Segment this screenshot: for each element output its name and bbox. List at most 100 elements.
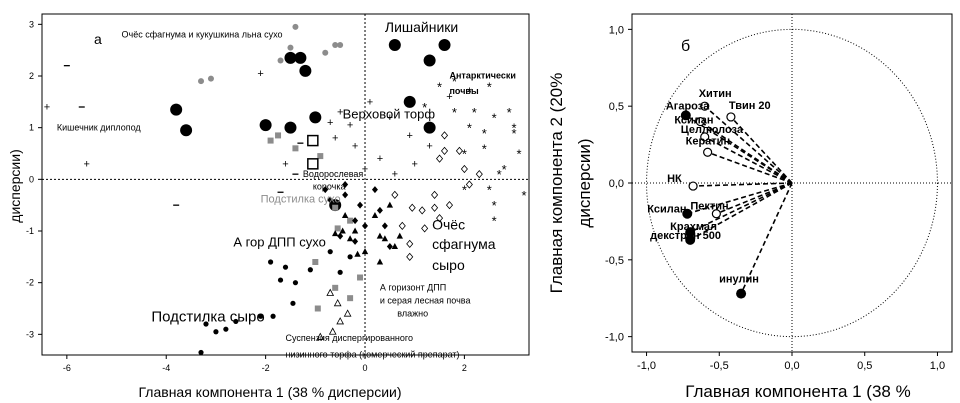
panel-a-y-tick-label: -3	[26, 329, 34, 339]
data-point-open-diamond	[460, 164, 468, 174]
data-point-black-triangle	[346, 235, 354, 242]
panel-a-annotation: Очёс	[432, 216, 465, 232]
data-point-open-diamond	[436, 154, 444, 163]
panel-a-y-tick-label: 3	[29, 19, 34, 29]
data-point-plus: +	[257, 68, 263, 80]
panel-a-x-tick-label: 2	[462, 363, 467, 373]
data-point-grey-circle	[198, 78, 205, 85]
data-point-grey-square	[347, 217, 354, 224]
data-point-grey-circle	[277, 57, 284, 64]
data-point-black-circle-small	[292, 280, 299, 286]
data-point-black-triangle	[376, 258, 384, 265]
data-point-plus: +	[327, 117, 333, 129]
loading-vector	[699, 120, 793, 184]
data-point-black-triangle	[341, 212, 349, 218]
data-point-open-triangle	[336, 317, 345, 325]
data-point-black-diamond	[376, 206, 383, 214]
loading-vector	[704, 105, 793, 184]
data-point-grey-circle	[332, 42, 339, 48]
data-point-asterisk: *	[512, 126, 517, 141]
panel-b-x-tick-label: 0,0	[784, 360, 799, 372]
loading-vector	[707, 151, 793, 184]
panel-a-annotation: Водорослевая	[303, 169, 364, 179]
data-point-black-diamond	[342, 181, 349, 188]
data-point-grey-square	[334, 225, 341, 232]
data-point-grey-circle	[292, 23, 299, 30]
data-point-black-circle-small	[327, 249, 333, 255]
loading-label: Ксилан	[647, 204, 686, 216]
data-point-black-circle-small	[282, 264, 289, 270]
data-point-asterisk: *	[507, 105, 512, 120]
panel-b-ticks: -1,0 -1,0 -0,5 -0,5 0,0 0,0 0,5 0,5 1,0 1,0	[605, 24, 945, 372]
panel-b-y-tick-label: 0,5	[609, 101, 624, 113]
data-point-black-triangle	[381, 235, 389, 242]
data-point-black-triangle	[391, 243, 399, 249]
data-point-black-diamond	[386, 243, 393, 250]
data-point-grey-square	[317, 153, 324, 160]
loading-vector	[730, 116, 793, 184]
data-point-black-circle-large	[284, 51, 297, 64]
data-point-open-diamond	[391, 190, 399, 199]
data-point-black-diamond	[342, 191, 349, 199]
data-point-asterisk: *	[492, 110, 497, 125]
data-point-plus: +	[332, 133, 338, 145]
loading-label: Ксилан	[674, 115, 713, 127]
data-point-black-circle-small	[233, 318, 239, 325]
data-point-asterisk: *	[482, 126, 487, 141]
data-point-black-diamond	[371, 186, 378, 194]
data-point-open-diamond	[408, 203, 416, 212]
panel-a-annotation: корочка	[313, 182, 346, 192]
data-point-open-diamond	[421, 224, 429, 233]
panel-b-y-axis-title-2: дисперсии)	[575, 138, 594, 227]
data-point-black-circle-small	[307, 267, 313, 273]
data-point-open-diamond	[475, 170, 483, 179]
loading-label: Целлюлоза	[681, 124, 744, 136]
panel-a-annotation: сыро	[432, 257, 465, 273]
data-point-plus: +	[377, 153, 383, 165]
loading-vector	[693, 182, 793, 187]
data-point-plus: +	[347, 120, 353, 132]
panel-b-x-tick-label: 1,0	[930, 360, 945, 372]
data-point-plus: +	[44, 102, 50, 114]
data-point-asterisk: *	[487, 79, 492, 94]
data-point-grey-circle	[337, 42, 344, 48]
loading-label: Кератин	[686, 135, 730, 147]
loading-label: Хитин	[699, 88, 732, 100]
panel-b-label: б	[681, 38, 690, 55]
data-point-plus: +	[337, 107, 343, 119]
panel-a-y-tick-label: 1	[29, 123, 34, 133]
panel-a-frame	[41, 13, 530, 356]
data-point-black-circle-large	[423, 54, 436, 67]
panel-b-x-tick-label: 0,5	[857, 360, 872, 372]
data-point-black-triangle	[361, 248, 369, 255]
data-point-black-diamond	[322, 186, 329, 194]
data-point-plus: +	[387, 112, 393, 124]
data-point-open-triangle	[316, 332, 325, 340]
data-point-plus: +	[84, 158, 90, 170]
data-point-open-diamond	[455, 146, 463, 156]
data-point-black-circle-small	[213, 329, 219, 335]
data-point-open-diamond	[406, 239, 414, 249]
data-point-open-diamond	[440, 131, 449, 140]
panel-a-annotation: почвы	[449, 86, 478, 96]
data-point-black-circle-small	[258, 313, 264, 319]
loading-label: НК	[667, 173, 682, 185]
panel-a-x-tick-label: -2	[262, 363, 270, 373]
loading-point-open	[695, 116, 705, 127]
data-point-plus: +	[411, 158, 417, 170]
panel-a-annotation: сфагнума	[432, 236, 496, 252]
panel-b-x-tick-label: -0,5	[710, 360, 729, 372]
panel-a-x-tick-label: 0	[363, 363, 368, 373]
panel-a-annotation: Подстилка сыро	[151, 308, 264, 325]
data-point-grey-circle	[207, 75, 214, 82]
data-point-open-diamond	[465, 180, 473, 189]
data-point-grey-circle	[322, 49, 329, 56]
panel-a-annotation: низинного торфа (комерческий препарат)	[286, 350, 460, 360]
data-point-plus: +	[407, 130, 413, 142]
loading-vector	[689, 182, 793, 233]
data-point-asterisk: *	[422, 100, 427, 115]
data-point-open-diamond	[436, 213, 444, 223]
data-point-black-circle-large	[309, 111, 322, 124]
loading-point-open	[700, 132, 710, 142]
